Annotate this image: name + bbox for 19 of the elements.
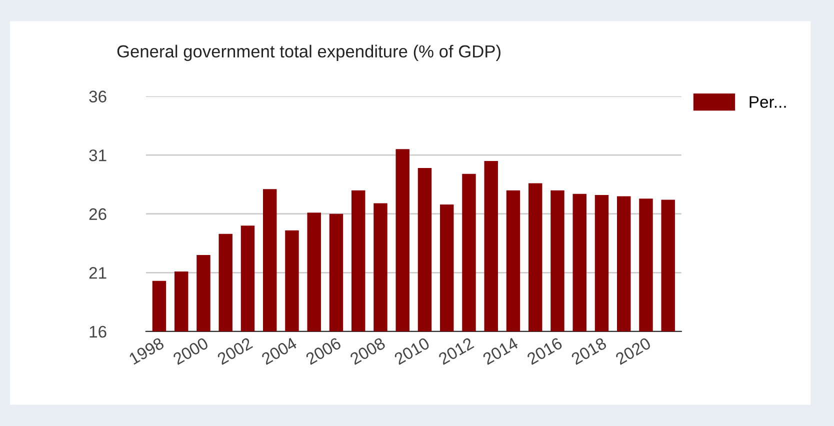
x-tick-label: 1998 [128, 337, 165, 365]
y-tick-label: 36 [89, 90, 106, 102]
legend-label: Per... [750, 96, 786, 108]
x-tick-label: 2016 [526, 337, 563, 366]
x-tick-label: 2006 [305, 337, 342, 366]
x-tick-label: 2020 [614, 336, 652, 366]
x-tick-label: 2004 [260, 336, 298, 366]
chart-title: General government total expenditure (% of GDP) [117, 44, 500, 61]
y-tick-label: 16 [90, 326, 106, 338]
x-tick-label: 2012 [438, 337, 474, 366]
x-tick-label: 2008 [349, 337, 386, 366]
x-tick-label: 2000 [172, 336, 210, 366]
x-tick-label: 2014 [482, 336, 519, 366]
x-tick-label: 2018 [570, 337, 608, 366]
y-tick-label: 31 [89, 149, 106, 162]
y-tick-label: 26 [89, 208, 106, 220]
y-tick-label: 21 [89, 267, 106, 279]
x-tick-label: 2010 [394, 336, 430, 366]
x-tick-label: 2002 [216, 337, 254, 366]
